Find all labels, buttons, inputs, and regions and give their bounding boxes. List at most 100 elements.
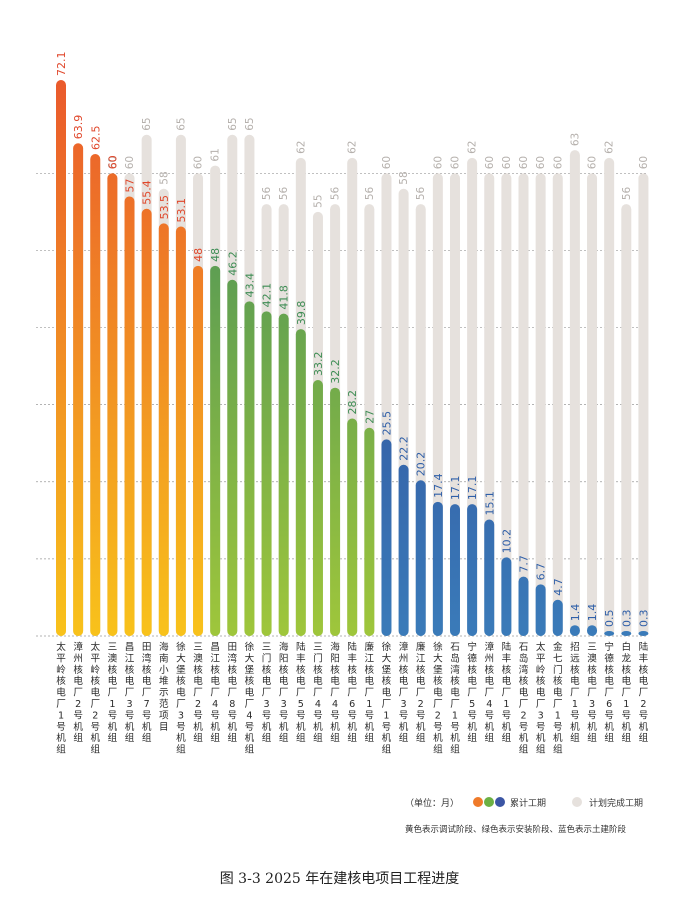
actual-bar bbox=[467, 504, 478, 636]
actual-value-label: 60 bbox=[106, 155, 119, 169]
actual-value-label: 17.4 bbox=[432, 473, 445, 498]
plan-value-label: 65 bbox=[244, 117, 256, 130]
plan-value-label: 60 bbox=[484, 156, 496, 169]
actual-bar bbox=[312, 379, 323, 636]
actual-value-label: 28.2 bbox=[346, 390, 359, 415]
actual-value-label: 72.1 bbox=[55, 52, 68, 77]
category-label: 徐大堡核电厂 4 号机组 bbox=[245, 641, 255, 756]
category-label: 石岛湾核电厂 2 号机组 bbox=[519, 642, 529, 756]
actual-bar bbox=[175, 226, 186, 636]
legend: （单位：月） 累计工期 计划完成工期 黄色表示调试阶段、绿色表示安装阶段、蓝色表… bbox=[405, 795, 675, 835]
plan-value-label: 62 bbox=[347, 141, 359, 154]
legend-row: （单位：月） 累计工期 计划完成工期 bbox=[405, 795, 675, 809]
plan-bar bbox=[518, 173, 529, 636]
actual-value-label: 1.4 bbox=[586, 604, 599, 622]
plan-value-label: 60 bbox=[587, 156, 599, 169]
plan-value-label: 65 bbox=[227, 117, 239, 130]
plan-value-label: 55 bbox=[312, 194, 324, 207]
plan-value-label: 58 bbox=[158, 171, 170, 184]
category-label: 太平岭核电厂 1 号机组 bbox=[56, 641, 66, 756]
category-label: 三门核电厂 3 号机组 bbox=[262, 642, 272, 744]
category-label: 海阳核电厂 3 号机组 bbox=[279, 641, 289, 744]
actual-bar bbox=[244, 301, 255, 636]
plan-value-label: 60 bbox=[449, 156, 461, 169]
category-label: 漳州核电厂 3 号机组 bbox=[399, 641, 409, 744]
plan-bar bbox=[587, 173, 598, 636]
plan-value-label: 56 bbox=[330, 186, 342, 200]
category-label: 陆丰核电厂 2 号机组 bbox=[639, 641, 649, 744]
plan-bar bbox=[604, 157, 615, 636]
plan-value-label: 62 bbox=[295, 141, 307, 154]
actual-value-label: 41.8 bbox=[278, 285, 291, 310]
legend-dot-green bbox=[484, 797, 495, 807]
plan-value-label: 60 bbox=[381, 156, 393, 169]
actual-bar bbox=[107, 173, 118, 636]
actual-bar bbox=[621, 631, 632, 636]
category-label: 漳州核电厂 2 号机组 bbox=[73, 641, 83, 744]
category-label: 招远核电厂 1 号机组 bbox=[570, 641, 580, 744]
actual-value-label: 27 bbox=[363, 410, 376, 424]
actual-bar bbox=[278, 313, 289, 636]
plan-value-label: 56 bbox=[278, 186, 290, 200]
legend-dot-blue bbox=[495, 797, 506, 807]
actual-bar bbox=[535, 584, 546, 636]
category-label: 徐大堡核电厂 3 号机组 bbox=[176, 641, 186, 756]
actual-value-label: 42.1 bbox=[261, 283, 274, 308]
actual-bar bbox=[484, 519, 495, 636]
category-label: 廉江核电厂 2 号机组 bbox=[416, 641, 426, 744]
category-label: 三澳核电厂 3 号机组 bbox=[587, 642, 597, 744]
plan-value-label: 60 bbox=[552, 156, 564, 169]
category-label: 白龙核电厂 1 号机组 bbox=[621, 641, 631, 744]
actual-bar bbox=[73, 143, 84, 637]
actual-value-label: 32.2 bbox=[329, 359, 342, 384]
actual-bar bbox=[124, 196, 135, 636]
category-label: 昌江核电厂 3 号机组 bbox=[125, 642, 135, 744]
actual-bar bbox=[449, 504, 460, 636]
actual-bar bbox=[398, 464, 409, 636]
actual-value-label: 46.2 bbox=[226, 251, 239, 276]
actual-bar bbox=[330, 387, 341, 636]
plan-value-label: 60 bbox=[638, 156, 650, 169]
value-labels: 72.1 63.9 62.5 60 57 55.4 53.5 53.1 48 48 46.2 43.4… bbox=[55, 52, 650, 628]
actual-bar bbox=[141, 208, 152, 637]
category-label: 陆丰核电厂 1 号机组 bbox=[502, 641, 512, 744]
actual-value-label: 17.1 bbox=[466, 476, 479, 501]
plan-value-label: 56 bbox=[415, 186, 427, 200]
actual-bar bbox=[347, 418, 358, 636]
actual-value-label: 62.5 bbox=[89, 126, 102, 151]
plan-bar bbox=[638, 173, 649, 636]
actual-value-label: 0.3 bbox=[637, 610, 650, 628]
figure-caption: 图 3-3 2025 年在建核电项目工程进度 bbox=[219, 871, 460, 887]
legend-dot-yellow bbox=[473, 797, 484, 807]
actual-value-label: 22.2 bbox=[398, 436, 411, 461]
actual-bar bbox=[501, 557, 512, 636]
category-label: 陆丰核电厂 5 号机组 bbox=[296, 641, 306, 744]
category-label: 海南小堆示范项目 bbox=[159, 641, 169, 733]
category-label: 金七门核电厂 1 号机组 bbox=[553, 641, 563, 756]
actual-bar bbox=[193, 265, 204, 636]
actual-bar bbox=[432, 501, 443, 636]
plan-value-label: 65 bbox=[141, 117, 153, 130]
actual-value-label: 63.9 bbox=[72, 115, 85, 140]
plan-value-label: 60 bbox=[193, 156, 205, 169]
actual-bar bbox=[210, 265, 221, 636]
actual-value-label: 4.7 bbox=[552, 578, 565, 596]
legend-note: 黄色表示调试阶段、绿色表示安装阶段、蓝色表示土建阶段 bbox=[405, 825, 627, 835]
chart: 60 60 60 60 60 65 58 65 60 61 65 65 56 56 62 55 56 62 56 60… bbox=[36, 52, 650, 756]
actual-value-label: 10.2 bbox=[500, 529, 513, 554]
actual-value-label: 39.8 bbox=[295, 301, 308, 326]
actual-bar bbox=[295, 329, 306, 636]
actual-bar bbox=[158, 223, 169, 636]
legend-dot-plan bbox=[572, 797, 583, 807]
category-label: 昌江核电厂 4 号机组 bbox=[210, 642, 220, 744]
actual-value-label: 48 bbox=[209, 248, 222, 262]
plan-bar bbox=[501, 173, 512, 636]
category-label: 宁德核电厂 6 号机组 bbox=[604, 641, 614, 744]
actual-bar bbox=[415, 480, 426, 636]
actual-bar bbox=[604, 631, 615, 636]
actual-value-label: 25.5 bbox=[380, 411, 393, 436]
category-label: 三门核电厂 4 号机组 bbox=[313, 642, 323, 744]
actual-value-label: 20.2 bbox=[415, 452, 428, 477]
legend-actual-label: 累计工期 bbox=[510, 798, 547, 809]
actual-bar bbox=[364, 427, 375, 636]
